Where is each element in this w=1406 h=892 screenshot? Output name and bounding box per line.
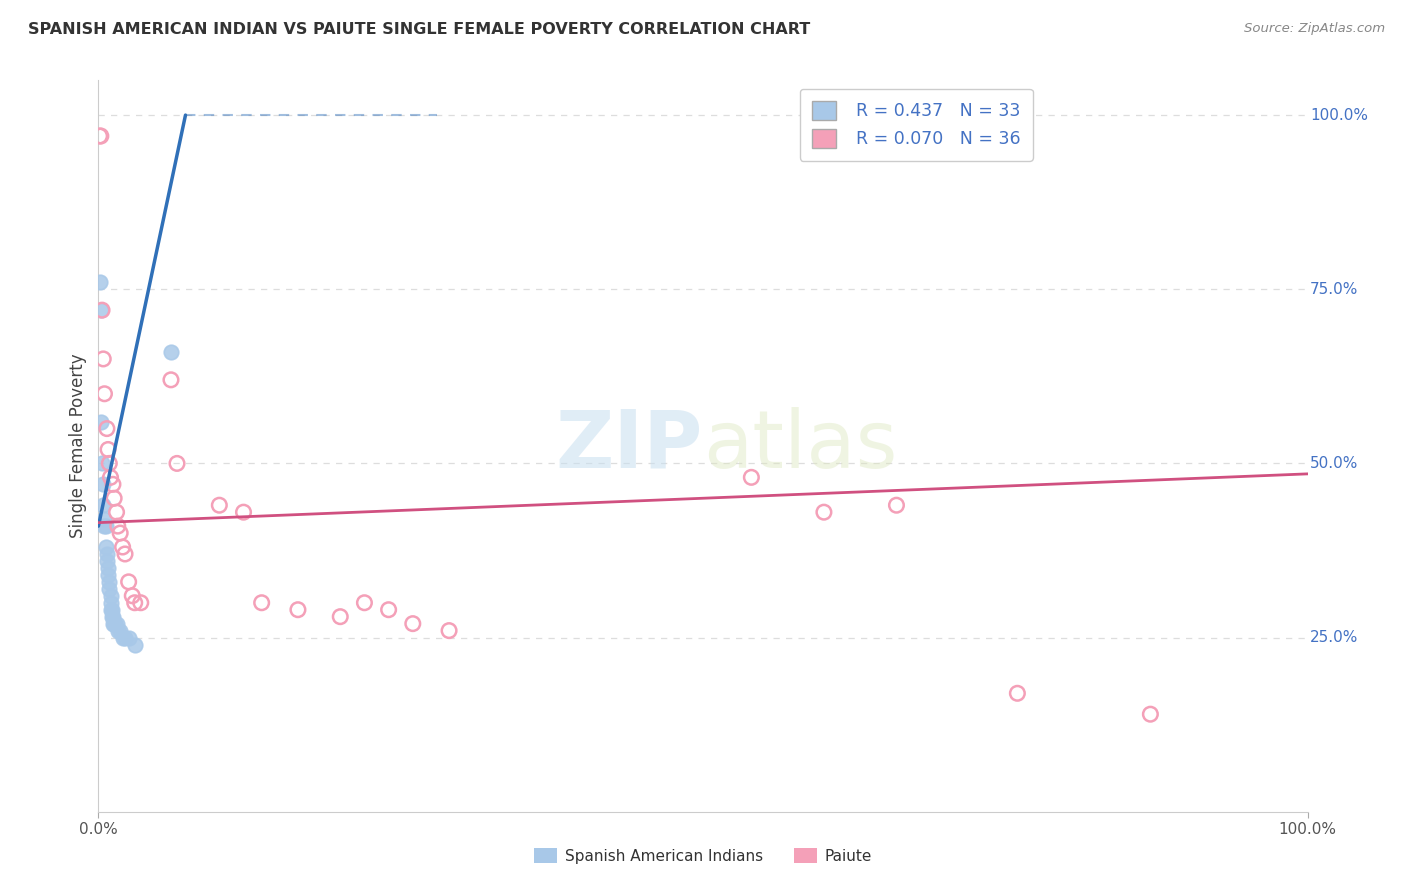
Point [813, 505, 835, 519]
Point [97, 567, 120, 582]
Point [101, 477, 124, 491]
Point [100, 470, 122, 484]
Point [402, 616, 425, 631]
Legend: Spanish American Indians, Paiute: Spanish American Indians, Paiute [529, 842, 877, 870]
Point [100, 603, 122, 617]
Point [118, 631, 141, 645]
Point [91, 498, 114, 512]
Point [129, 596, 152, 610]
Point [101, 616, 124, 631]
Text: 25.0%: 25.0% [1310, 630, 1358, 645]
Point [105, 616, 128, 631]
Point [108, 624, 131, 638]
Point [98, 574, 121, 589]
Text: SPANISH AMERICAN INDIAN VS PAIUTE SINGLE FEMALE POVERTY CORRELATION CHART: SPANISH AMERICAN INDIAN VS PAIUTE SINGLE… [28, 22, 810, 37]
Text: 75.0%: 75.0% [1310, 282, 1358, 297]
Point [287, 603, 309, 617]
Point [103, 616, 125, 631]
Point [124, 596, 146, 610]
Point [91, 477, 114, 491]
Point [91, 457, 114, 471]
Point [886, 498, 908, 512]
Point [111, 540, 134, 554]
Point [100, 603, 122, 617]
Point [98, 582, 121, 596]
Point [124, 638, 146, 652]
Point [1007, 686, 1029, 700]
Y-axis label: Single Female Poverty: Single Female Poverty [69, 354, 87, 538]
Point [89, 128, 111, 143]
Point [90, 128, 112, 143]
Point [166, 457, 188, 471]
Point [97, 442, 120, 457]
Point [90, 415, 112, 429]
Point [114, 547, 136, 561]
Point [103, 491, 125, 506]
Point [250, 596, 273, 610]
Point [208, 498, 231, 512]
Point [91, 351, 114, 366]
Point [94, 540, 117, 554]
Point [329, 609, 352, 624]
Point [96, 554, 118, 568]
Point [437, 624, 460, 638]
Point [1139, 707, 1161, 722]
Point [89, 275, 111, 289]
Point [377, 603, 399, 617]
Point [118, 574, 141, 589]
Text: 50.0%: 50.0% [1310, 456, 1358, 471]
Point [94, 519, 117, 533]
Point [107, 624, 129, 638]
Text: atlas: atlas [703, 407, 897, 485]
Point [96, 421, 118, 435]
Point [98, 457, 121, 471]
Point [100, 589, 122, 603]
Point [114, 631, 136, 645]
Point [121, 589, 143, 603]
Text: 100.0%: 100.0% [1310, 108, 1368, 122]
Text: ZIP: ZIP [555, 407, 703, 485]
Point [160, 373, 183, 387]
Point [96, 547, 118, 561]
Text: Source: ZipAtlas.com: Source: ZipAtlas.com [1244, 22, 1385, 36]
Point [353, 596, 375, 610]
Point [91, 303, 114, 318]
Point [740, 470, 762, 484]
Point [97, 561, 120, 575]
Point [90, 303, 112, 318]
Point [93, 519, 115, 533]
Point [232, 505, 254, 519]
Point [111, 631, 134, 645]
Point [105, 505, 128, 519]
Point [93, 512, 115, 526]
Point [100, 609, 122, 624]
Point [160, 345, 183, 359]
Point [93, 386, 115, 401]
Point [101, 609, 124, 624]
Point [100, 596, 122, 610]
Point [104, 616, 127, 631]
Point [108, 526, 131, 541]
Point [107, 519, 129, 533]
